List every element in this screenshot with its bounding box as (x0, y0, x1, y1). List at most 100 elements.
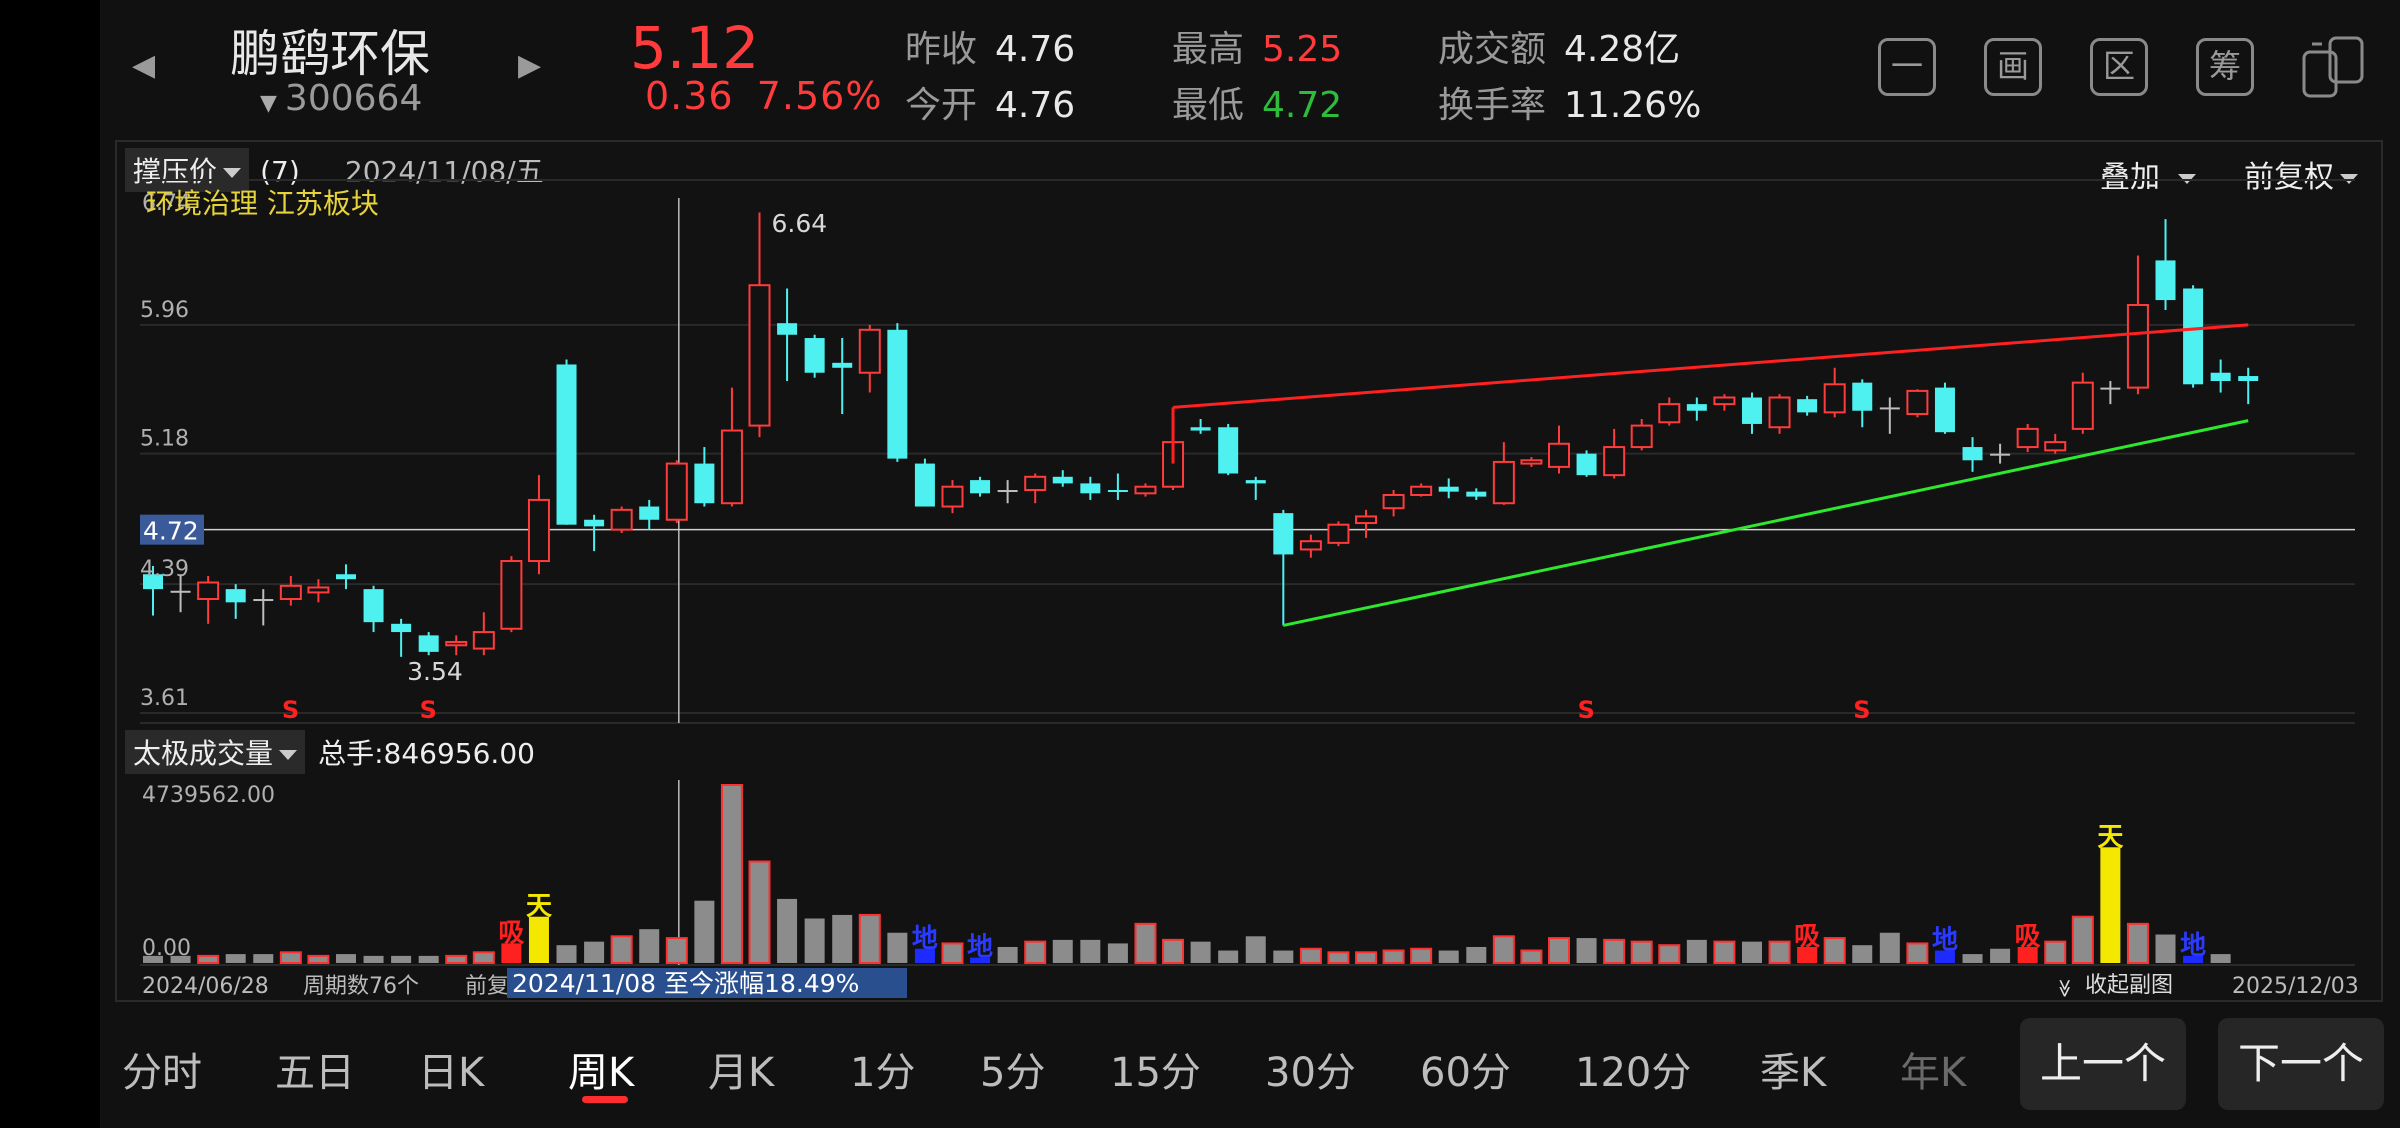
candle (1327, 521, 1350, 547)
chevron-down-icon (223, 168, 242, 178)
stock-app: ◀ ▶ 鹏鹞环保 ▼ 300664 5.12 0.36 7.56% 昨收 4.76 … (100, 0, 2400, 1128)
y-axis-label: 3.61 (140, 686, 189, 711)
adjust-prefix: 前复 (465, 974, 509, 999)
prev-button[interactable]: 上一个 (2020, 1018, 2186, 1110)
candle-body (307, 586, 330, 594)
chip-distribution-button[interactable]: 筹 (2196, 38, 2254, 96)
candle-body (1355, 515, 1378, 525)
candle (2210, 359, 2231, 393)
stat-value: 11.26% (1564, 85, 1702, 126)
volume-bar (941, 942, 964, 964)
candle-body (1768, 396, 1791, 429)
s-signal: S (420, 696, 437, 724)
candle-body (1823, 383, 1846, 414)
volume-bar (2126, 922, 2149, 965)
next-button[interactable]: 下一个 (2218, 1018, 2384, 1110)
volume-bar (1107, 943, 1128, 963)
candle (1218, 423, 1239, 476)
candle (1879, 397, 1900, 434)
period-tab[interactable]: 周K (568, 1050, 635, 1096)
volume-bar (584, 941, 605, 963)
volume-bar (1024, 940, 1047, 965)
candle (445, 635, 468, 656)
candle (527, 475, 550, 575)
candle (1080, 476, 1101, 500)
period-tab[interactable]: 年K (1900, 1050, 1967, 1096)
candle (2238, 367, 2259, 405)
candle-body (1520, 459, 1543, 465)
stat-amount: 成交额 4.28亿 (1438, 20, 1680, 72)
period-tab[interactable]: 15分 (1110, 1050, 1201, 1096)
period-tab[interactable]: 分时 (122, 1050, 202, 1096)
candle (1245, 476, 1266, 500)
volume-bar (2100, 847, 2121, 963)
volume-indicator-selector[interactable]: 太极成交量 (125, 730, 306, 774)
period-tab[interactable]: 日K (418, 1050, 485, 1096)
candle-body (1492, 460, 1515, 505)
volume-bar (1273, 950, 1294, 963)
candle (1658, 397, 1681, 426)
period-tab[interactable]: 30分 (1265, 1050, 1356, 1096)
period-tab[interactable]: 5分 (980, 1050, 1046, 1096)
candle (197, 575, 220, 624)
period-tab[interactable]: 五日 (275, 1050, 355, 1096)
start-date: 2024/06/28 (142, 974, 269, 999)
volume-bar (2183, 955, 2204, 963)
candle-body (1548, 442, 1570, 468)
price-change: 0.36 7.56% (645, 74, 882, 118)
stock-code-selector[interactable]: ▼ 300664 (260, 78, 422, 119)
period-tab[interactable]: 月K (708, 1050, 775, 1096)
draw-tool-button[interactable]: 画 (1984, 38, 2042, 96)
candle-body (2126, 304, 2149, 389)
collapse-icon: ≫ (2054, 979, 2075, 998)
volume-bar (1713, 940, 1736, 965)
candle-body (1879, 407, 1900, 410)
stat-open: 今开 4.76 (905, 76, 1075, 128)
prev-stock-arrow[interactable]: ◀ (132, 48, 156, 83)
candle-body (1218, 427, 1239, 474)
candle-body (1273, 513, 1294, 555)
volume-max-label: 4739562.00 (142, 783, 275, 808)
period-tab[interactable]: 1分 (850, 1050, 916, 1096)
volume-bar (639, 929, 660, 963)
candle-body (1852, 382, 1873, 411)
volume-tag: 吸 (1794, 922, 1820, 952)
candle (1686, 397, 1707, 421)
trend-lines (1171, 323, 2249, 627)
volume-bar (501, 943, 522, 963)
candle-body (1134, 485, 1157, 495)
period-tab[interactable]: 60分 (1420, 1050, 1511, 1096)
candle-body (472, 631, 495, 650)
crosshair-price-tag (140, 514, 204, 545)
period-tab[interactable]: 季K (1760, 1050, 1827, 1096)
candle (720, 387, 743, 507)
volume-bar (143, 955, 163, 963)
next-stock-arrow[interactable]: ▶ (518, 48, 542, 83)
period-tab[interactable]: 120分 (1575, 1050, 1692, 1096)
candle (391, 618, 412, 657)
candle-body (1990, 453, 2011, 456)
draw-line-button[interactable]: 一 (1878, 38, 1936, 96)
candle (1438, 478, 1459, 499)
overlay-selector[interactable]: 叠加 (2100, 152, 2196, 196)
indicator-selector[interactable]: 撑压价 (125, 148, 250, 192)
adjust-selector[interactable]: 前复权 (2244, 152, 2358, 196)
volume-bar (1686, 939, 1707, 963)
candle (858, 324, 881, 393)
candles (143, 212, 2259, 657)
volume-tag: 地 (912, 924, 938, 954)
stat-label: 最高 (1172, 29, 1245, 70)
s-signal: S (1578, 696, 1595, 724)
volume-bar (748, 860, 771, 964)
candle (170, 574, 191, 613)
volume-total: 846956.00 (383, 737, 535, 770)
y-axis-label: 5.96 (140, 298, 189, 323)
range-stats-button[interactable]: 区 (2090, 38, 2148, 96)
stat-turnover: 换手率 11.26% (1438, 76, 1701, 128)
volume-bar (997, 946, 1018, 963)
change-value: 0.36 (645, 74, 734, 118)
period-tab-bar: 分时 五日 日K 周K 月K 1分 5分 15分 30分 60分 120分 季K 年K (100, 1010, 2400, 1128)
rotate-screen-icon[interactable] (2300, 34, 2366, 100)
candle-body (720, 429, 743, 505)
